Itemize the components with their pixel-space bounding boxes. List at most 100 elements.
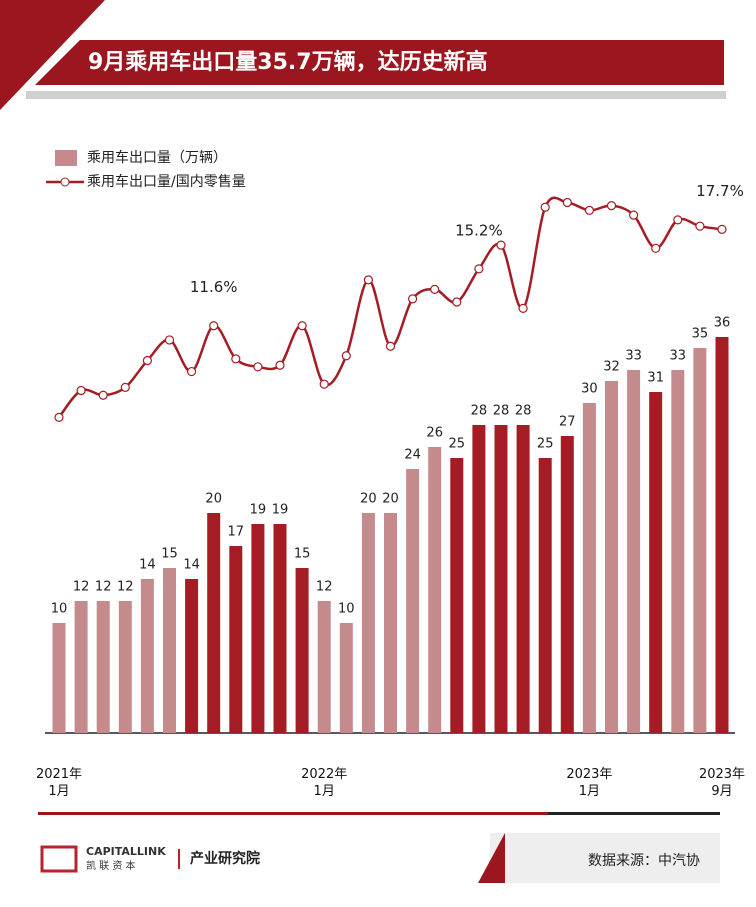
bar-label: 19 xyxy=(250,503,267,518)
ratio-point xyxy=(562,197,572,208)
bar xyxy=(96,601,110,733)
bar xyxy=(361,513,375,733)
bar-label: 25 xyxy=(449,437,466,452)
bar-label: 26 xyxy=(426,426,443,441)
bar-label: 20 xyxy=(360,492,377,507)
ratio-point xyxy=(164,335,175,345)
ratio-point xyxy=(452,297,462,307)
bar xyxy=(693,348,707,733)
bar-label: 17 xyxy=(228,525,245,540)
bar xyxy=(229,546,243,733)
bar xyxy=(251,524,265,733)
bar-label: 31 xyxy=(647,371,664,386)
bar-label: 28 xyxy=(493,404,510,419)
title-banner xyxy=(35,40,724,85)
source-text: 数据来源：中汽协 xyxy=(588,853,700,869)
ratio-point xyxy=(717,224,727,234)
bar xyxy=(671,370,685,733)
source-box xyxy=(490,833,720,883)
ratio-point xyxy=(385,341,396,351)
bar xyxy=(118,601,132,733)
bar xyxy=(649,392,663,733)
x-tick-label: 2023年 1月 xyxy=(566,767,613,799)
ratio-point xyxy=(584,205,595,215)
ratio-point xyxy=(695,221,705,231)
bar-label: 25 xyxy=(537,437,554,452)
bar-label: 27 xyxy=(559,415,576,430)
bar xyxy=(163,568,176,733)
legend-marker xyxy=(60,177,70,187)
ratio-point xyxy=(474,264,484,274)
bar xyxy=(472,425,486,733)
ratio-label: 15.2% xyxy=(455,221,503,239)
bar xyxy=(339,623,353,733)
bar-label: 28 xyxy=(471,404,488,419)
bar-label: 20 xyxy=(382,492,399,507)
ratio-point xyxy=(319,379,329,389)
ratio-point xyxy=(297,321,307,331)
bar xyxy=(494,425,508,733)
bar xyxy=(74,601,88,733)
ratio-point xyxy=(540,202,550,212)
footer-line xyxy=(38,812,548,815)
ratio-point xyxy=(628,210,639,220)
bar xyxy=(140,579,154,733)
chart-title: 9月乘用车出口量35.7万辆，达历史新高 xyxy=(88,49,488,75)
ratio-point xyxy=(606,201,617,211)
x-tick-label: 2023年 9月 xyxy=(698,767,746,799)
bar xyxy=(295,568,309,733)
legend-label: 乘用车出口量/国内零售量 xyxy=(87,173,246,190)
bar-label: 36 xyxy=(714,316,731,331)
logo: CAPITALLINK 凯 联 资 本 产业研究院 xyxy=(40,845,260,873)
bar xyxy=(406,469,420,733)
corner-triangle xyxy=(0,0,105,110)
source-triangle xyxy=(478,833,505,883)
bar-label: 15 xyxy=(294,547,311,562)
ratio-point xyxy=(120,382,130,392)
legend-swatch xyxy=(55,150,77,166)
bar xyxy=(450,458,464,733)
ratio-point xyxy=(253,362,263,372)
ratio-point xyxy=(142,355,152,366)
bar xyxy=(627,370,641,733)
ratio-point xyxy=(187,366,197,377)
ratio-point xyxy=(76,385,86,396)
bar-label: 32 xyxy=(603,360,620,375)
brand: CAPITALLINK xyxy=(86,845,166,858)
ratio-point xyxy=(496,240,506,250)
ratio-label: 17.7% xyxy=(696,182,744,200)
bar-label: 12 xyxy=(95,580,112,595)
ratio-label: 11.6% xyxy=(190,278,238,296)
bar-label: 19 xyxy=(272,503,289,518)
ratio-point xyxy=(98,390,108,400)
bar xyxy=(52,623,66,733)
bar xyxy=(605,381,618,733)
ratio-point xyxy=(430,284,440,294)
bar-label: 28 xyxy=(515,404,532,419)
ratio-point xyxy=(275,360,285,370)
ratio-point xyxy=(651,243,661,253)
logo-divider xyxy=(178,849,180,869)
x-tick-label: 2022年 1月 xyxy=(301,767,348,799)
bar-label: 12 xyxy=(73,580,90,595)
ratio-point xyxy=(408,294,418,304)
legend-label: 乘用车出口量（万辆） xyxy=(87,149,227,166)
bar xyxy=(428,447,442,733)
footer-line-dark xyxy=(548,812,720,815)
ratio-point xyxy=(518,303,528,313)
bar-label: 33 xyxy=(625,349,642,364)
bar-label: 33 xyxy=(670,349,687,364)
bar-label: 12 xyxy=(316,580,333,595)
bar-label: 10 xyxy=(338,602,355,617)
ratio-line xyxy=(58,196,723,419)
bar-label: 30 xyxy=(581,382,598,397)
ratio-point xyxy=(54,412,64,422)
bar xyxy=(538,458,552,733)
bar xyxy=(516,425,530,733)
ratio-point xyxy=(341,351,351,361)
bar xyxy=(273,524,287,733)
bar xyxy=(384,513,397,733)
bar-label: 24 xyxy=(404,448,421,463)
